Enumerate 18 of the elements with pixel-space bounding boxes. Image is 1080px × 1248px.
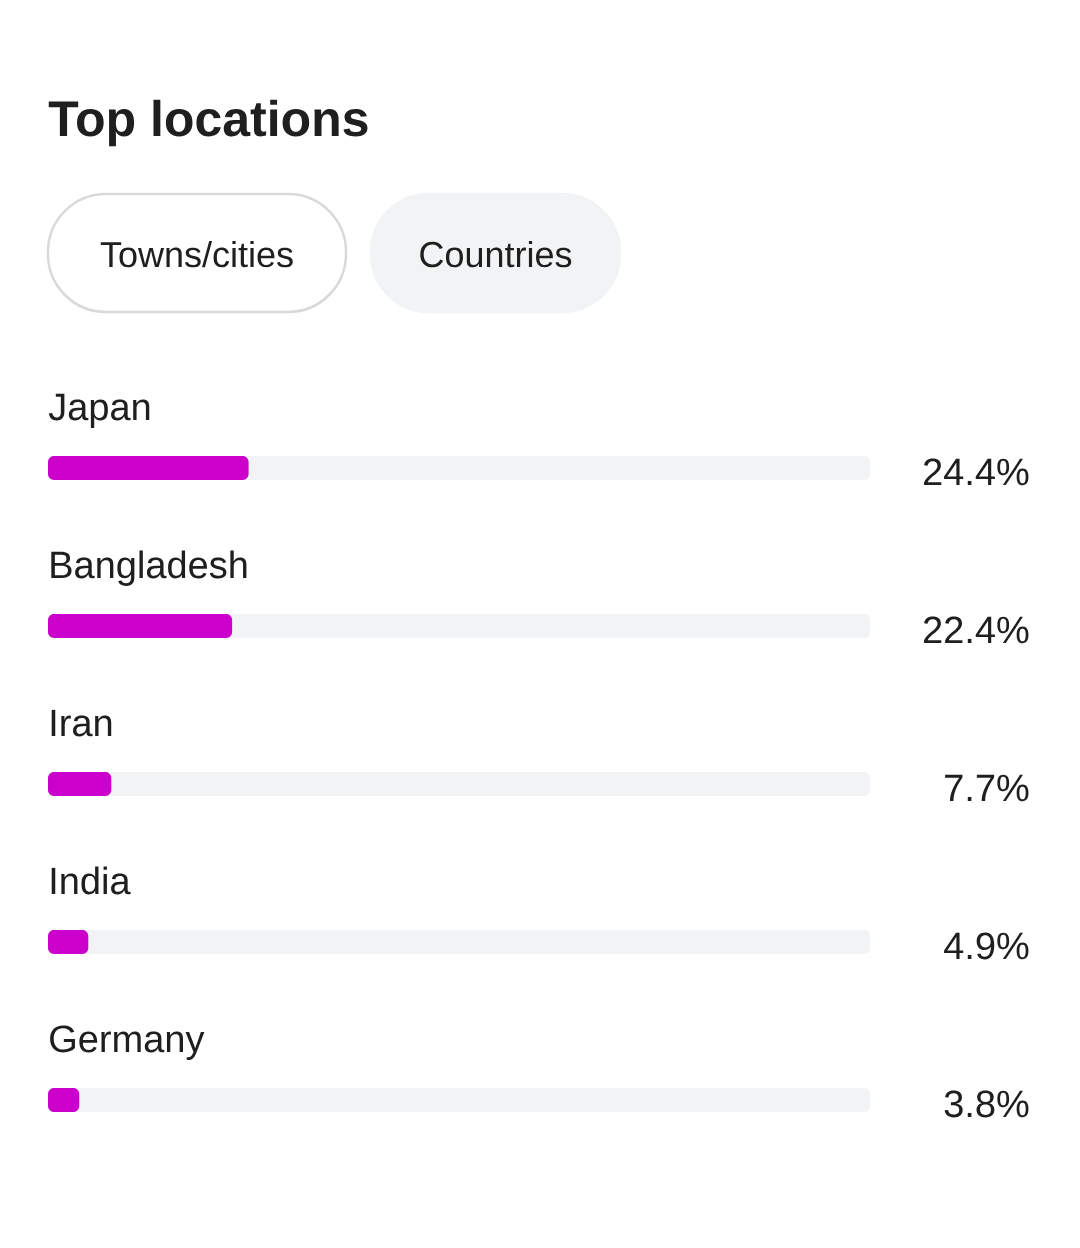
y-tick-label: Japan bbox=[48, 393, 150, 428]
y-tick-label: India bbox=[51, 866, 131, 895]
y-tick-label: Bangladesh bbox=[51, 550, 247, 586]
bar bbox=[48, 772, 112, 797]
y-tick-label: Germany bbox=[50, 1025, 205, 1060]
y-tick-label: Iran bbox=[51, 709, 112, 737]
data-label: 4.9% bbox=[944, 932, 1029, 960]
bar bbox=[48, 930, 89, 955]
bar bbox=[48, 614, 233, 639]
data-label: 7.7% bbox=[945, 774, 1029, 802]
text: Towns/cities bbox=[100, 240, 293, 268]
bar bbox=[48, 1088, 80, 1113]
chart-title: Top locations bbox=[48, 99, 368, 147]
bar bbox=[48, 456, 249, 481]
data-label: 24.4% bbox=[923, 458, 1029, 486]
text: Countries bbox=[420, 240, 572, 268]
data-label: 3.8% bbox=[944, 1090, 1029, 1118]
data-label: 22.4% bbox=[923, 616, 1029, 644]
